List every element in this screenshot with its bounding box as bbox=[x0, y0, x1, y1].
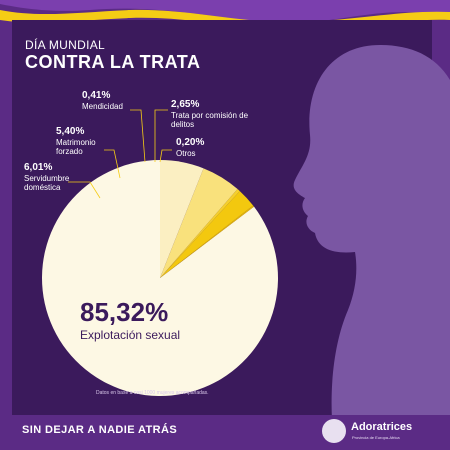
logo-emblem-icon bbox=[322, 419, 346, 443]
header-subtitle: DÍA MUNDIAL bbox=[25, 38, 105, 52]
main-slice-label: Explotación sexual bbox=[80, 328, 181, 342]
brand-subtitle: Provincia de Europa-Africa bbox=[352, 435, 400, 440]
leader-trata-delitos bbox=[154, 109, 168, 162]
label-mendicidad-text: Mendicidad bbox=[82, 102, 123, 111]
label-trata-delitos: 2,65% Trata por comisión de delitos bbox=[171, 99, 255, 129]
leader-matrimonio bbox=[104, 149, 121, 179]
label-otros-value: 0,20% bbox=[176, 137, 205, 148]
label-matrimonio-value: 5,40% bbox=[56, 126, 85, 137]
label-trata-delitos-text: Trata por comisión de delitos bbox=[171, 111, 249, 129]
slice-otros bbox=[160, 205, 255, 278]
label-otros: 0,20% Otros bbox=[176, 137, 204, 158]
label-trata-delitos-value: 2,65% bbox=[171, 99, 200, 110]
footer-slogan: SIN DEJAR A NADIE ATRÁS bbox=[22, 424, 178, 436]
slice-mendicidad bbox=[160, 189, 240, 278]
label-matrimonio: 5,40% Matrimonio forzado bbox=[56, 126, 108, 156]
leader-mendicidad bbox=[130, 109, 146, 163]
label-mendicidad: 0,41% Mendicidad bbox=[82, 90, 123, 111]
leader-otros bbox=[159, 149, 172, 163]
leader-servidumbre bbox=[68, 181, 101, 199]
main-slice-value: 85,32% bbox=[80, 297, 169, 327]
slice-matrimonio-forzado bbox=[160, 168, 238, 278]
label-mendicidad-value: 0,41% bbox=[82, 90, 111, 101]
label-otros-text: Otros bbox=[176, 149, 196, 158]
label-servidumbre: 6,01% Servidumbre doméstica bbox=[24, 162, 94, 192]
brand-logo: Adoratrices Provincia de Europa-Africa bbox=[322, 419, 432, 445]
header-title: CONTRA LA TRATA bbox=[25, 52, 201, 72]
footer-bar bbox=[0, 415, 450, 450]
label-servidumbre-text: Servidumbre doméstica bbox=[24, 174, 70, 192]
label-servidumbre-value: 6,01% bbox=[24, 162, 53, 173]
brand-name: Adoratrices bbox=[351, 421, 413, 433]
slice-servidumbre-domestica bbox=[160, 160, 204, 278]
woman-silhouette-image bbox=[293, 45, 450, 420]
slice-trata-delitos bbox=[160, 191, 254, 278]
label-matrimonio-text: Matrimonio forzado bbox=[56, 138, 96, 156]
data-note: Datos en base a casi 1000 mujeres acompa… bbox=[96, 390, 209, 396]
